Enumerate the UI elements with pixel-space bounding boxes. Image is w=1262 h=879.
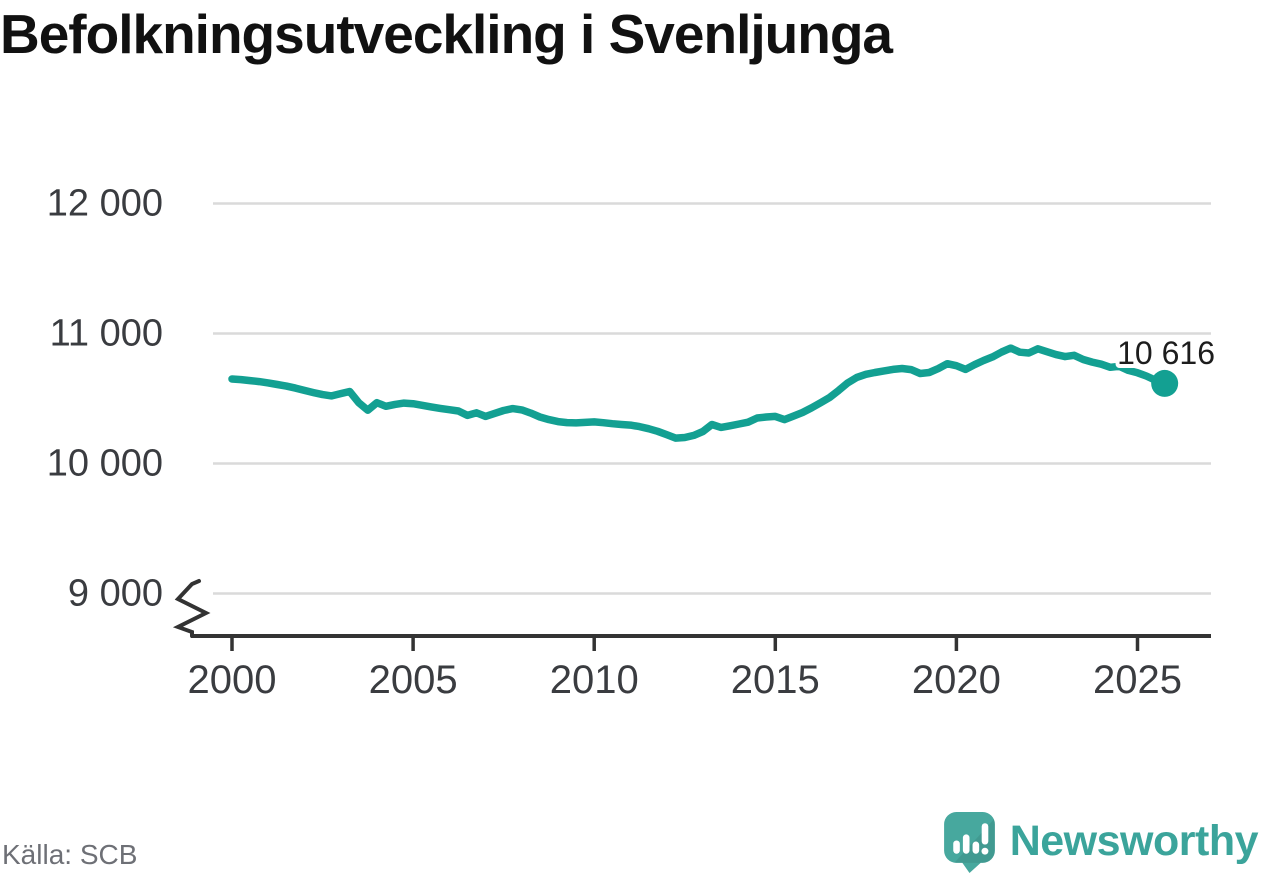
y-tick-label: 9 000 — [68, 573, 163, 615]
population-line — [228, 344, 1169, 442]
newsworthy-logo-icon — [943, 812, 995, 873]
x-tick-label: 2000 — [188, 658, 277, 702]
y-tick-label: 12 000 — [47, 183, 163, 225]
x-tick-label: 2005 — [369, 658, 458, 702]
newsworthy-logo-text: Newsworthy — [1009, 817, 1259, 865]
y-tick-label: 11 000 — [50, 313, 163, 355]
end-value-label: 10 616 — [1117, 335, 1215, 371]
end-point-dot — [1151, 369, 1179, 397]
logo-barchart-glyph — [952, 823, 989, 855]
x-tick-label: 2025 — [1093, 658, 1182, 702]
x-tick-label: 2015 — [731, 658, 820, 702]
y-tick-label: 10 000 — [47, 443, 163, 485]
source-label: Källa: SCB — [2, 839, 138, 870]
chart-title: Befolkningsutveckling i Svenljunga — [0, 3, 893, 65]
newsworthy-logo: Newsworthy — [942, 810, 1259, 873]
axis-break-icon — [172, 579, 211, 638]
x-tick-label: 2010 — [550, 658, 639, 702]
x-tick-label: 2020 — [912, 658, 1001, 702]
